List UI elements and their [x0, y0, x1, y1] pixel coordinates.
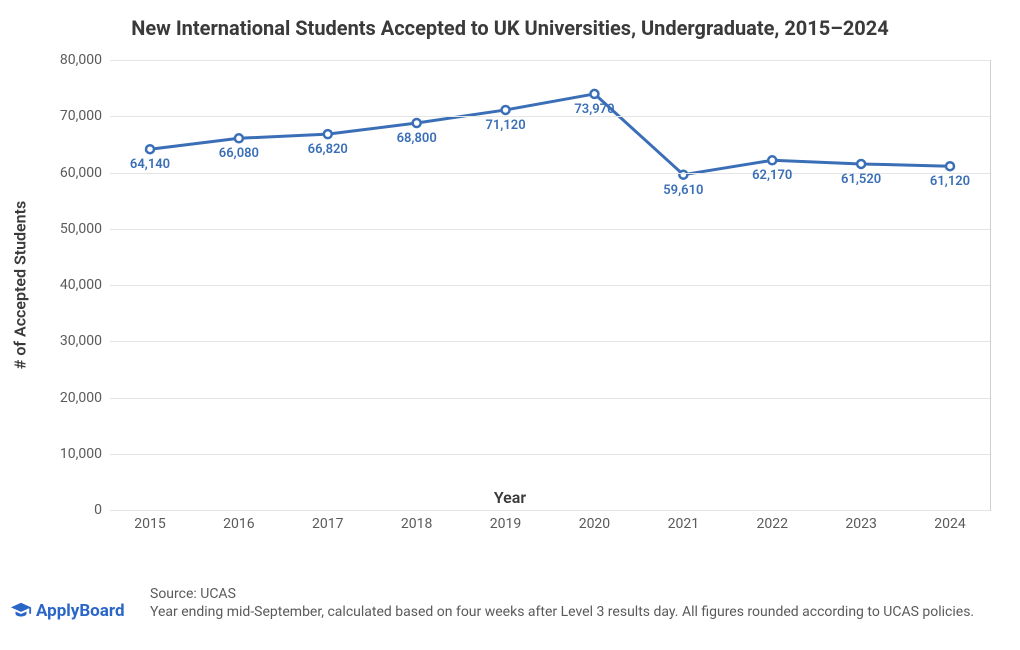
- y-tick-label: 20,000: [60, 390, 102, 406]
- x-tick-label: 2021: [668, 516, 699, 532]
- note-line: Year ending mid-September, calculated ba…: [150, 603, 1010, 621]
- data-label: 66,820: [308, 142, 348, 157]
- gridline: [110, 454, 990, 455]
- y-tick-label: 80,000: [60, 52, 102, 68]
- graduation-cap-icon: [10, 600, 32, 622]
- x-tick-label: 2018: [401, 516, 432, 532]
- y-axis-title: # of Accepted Students: [11, 201, 30, 369]
- y-tick-label: 10,000: [60, 446, 102, 462]
- x-tick-label: 2016: [223, 516, 254, 532]
- gridline: [110, 60, 990, 61]
- x-tick-label: 2019: [490, 516, 521, 532]
- x-tick-label: 2023: [845, 516, 876, 532]
- plot-wrapper: 010,00020,00030,00040,00050,00060,00070,…: [110, 60, 990, 510]
- brand-logo: ApplyBoard: [10, 600, 125, 622]
- y-tick-label: 30,000: [60, 333, 102, 349]
- gridline: [110, 229, 990, 230]
- x-tick-label: 2015: [134, 516, 165, 532]
- gridline: [110, 341, 990, 342]
- data-label: 68,800: [397, 131, 437, 146]
- data-label: 71,120: [485, 118, 525, 133]
- gridline: [110, 116, 990, 117]
- data-label: 64,140: [130, 157, 170, 172]
- data-label: 61,120: [930, 174, 970, 189]
- source-block: Source: UCAS Year ending mid-September, …: [150, 585, 1010, 621]
- x-tick-label: 2020: [579, 516, 610, 532]
- y-tick-label: 50,000: [60, 221, 102, 237]
- gridline: [110, 510, 990, 511]
- x-axis-title: Year: [0, 488, 1020, 507]
- gridline: [110, 398, 990, 399]
- y-tick-label: 40,000: [60, 277, 102, 293]
- data-label: 62,170: [752, 168, 792, 183]
- data-label: 66,080: [219, 146, 259, 161]
- data-label: 59,610: [663, 183, 703, 198]
- y-tick-label: 60,000: [60, 165, 102, 181]
- data-label: 61,520: [841, 172, 881, 187]
- brand-logo-text: ApplyBoard: [36, 601, 125, 621]
- source-line: Source: UCAS: [150, 585, 1010, 603]
- x-tick-label: 2022: [756, 516, 787, 532]
- gridline: [110, 285, 990, 286]
- x-tick-label: 2024: [934, 516, 965, 532]
- data-label: 73,970: [574, 102, 614, 117]
- chart-title: New International Students Accepted to U…: [0, 16, 1020, 40]
- y-tick-label: 70,000: [60, 108, 102, 124]
- x-tick-label: 2017: [312, 516, 343, 532]
